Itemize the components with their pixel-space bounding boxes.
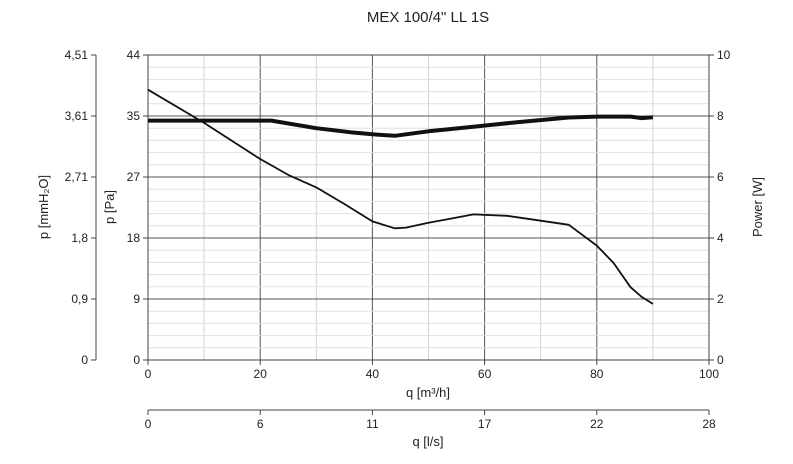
y-mmh2o-axis-label: p [mmH₂O] bbox=[36, 175, 51, 239]
y-power-tick-label: 2 bbox=[717, 292, 724, 306]
y-power-tick-label: 4 bbox=[717, 231, 724, 245]
grid bbox=[148, 55, 709, 360]
chart-title: MEX 100/4" LL 1S bbox=[367, 9, 489, 26]
y-pa-tick-label: 27 bbox=[127, 170, 141, 184]
x2-tick-label: 22 bbox=[590, 417, 604, 431]
x-tick-label: 100 bbox=[699, 367, 719, 381]
y-power-ticks: 0 2 4 6 8 10 bbox=[709, 48, 731, 367]
y-pa-tick-label: 9 bbox=[133, 292, 140, 306]
x2-tick-label: 11 bbox=[366, 417, 379, 431]
x-tick-label: 60 bbox=[478, 367, 492, 381]
y-pa-axis-label: p [Pa] bbox=[102, 190, 117, 224]
y-mmh2o-tick-label: 0 bbox=[81, 353, 88, 367]
y-mmh2o-tick-label: 4,51 bbox=[65, 48, 89, 62]
y-pa-tick-label: 44 bbox=[127, 48, 141, 62]
x-tick-label: 80 bbox=[590, 367, 604, 381]
x2-tick-label: 6 bbox=[257, 417, 264, 431]
x2-axis-label: q [l/s] bbox=[412, 434, 443, 449]
y-mmh2o-ticks: 0 0,9 1,8 2,71 3,61 4,51 bbox=[65, 48, 96, 367]
x2-axis-ticks: 0 6 11 17 22 28 bbox=[145, 410, 716, 431]
y-power-tick-label: 10 bbox=[717, 48, 731, 62]
x2-tick-label: 17 bbox=[478, 417, 492, 431]
x-tick-label: 0 bbox=[145, 367, 152, 381]
plot-frame bbox=[147, 54, 710, 361]
y-power-axis-label: Power [W] bbox=[750, 177, 765, 237]
y-mmh2o-tick-label: 1,8 bbox=[71, 231, 88, 245]
x-tick-label: 20 bbox=[254, 367, 268, 381]
y-power-tick-label: 0 bbox=[717, 353, 724, 367]
y-pa-tick-label: 18 bbox=[127, 231, 141, 245]
x-axis-ticks: 0 20 40 60 80 100 bbox=[145, 360, 719, 381]
y-pa-ticks: 0 9 18 27 35 44 bbox=[127, 48, 148, 367]
y-power-tick-label: 8 bbox=[717, 109, 724, 123]
y-mmh2o-tick-label: 2,71 bbox=[65, 170, 89, 184]
y-mmh2o-tick-label: 3,61 bbox=[65, 109, 89, 123]
y-pa-tick-label: 0 bbox=[133, 353, 140, 367]
power-curve bbox=[148, 114, 654, 138]
x2-tick-label: 0 bbox=[145, 417, 152, 431]
y-mmh2o-tick-label: 0,9 bbox=[71, 292, 88, 306]
x2-tick-label: 28 bbox=[702, 417, 716, 431]
y-pa-tick-label: 35 bbox=[127, 109, 141, 123]
x-tick-label: 40 bbox=[366, 367, 380, 381]
y-power-tick-label: 6 bbox=[717, 170, 724, 184]
x-axis-label: q [m³/h] bbox=[406, 385, 450, 400]
pressure-curve bbox=[147, 88, 654, 305]
